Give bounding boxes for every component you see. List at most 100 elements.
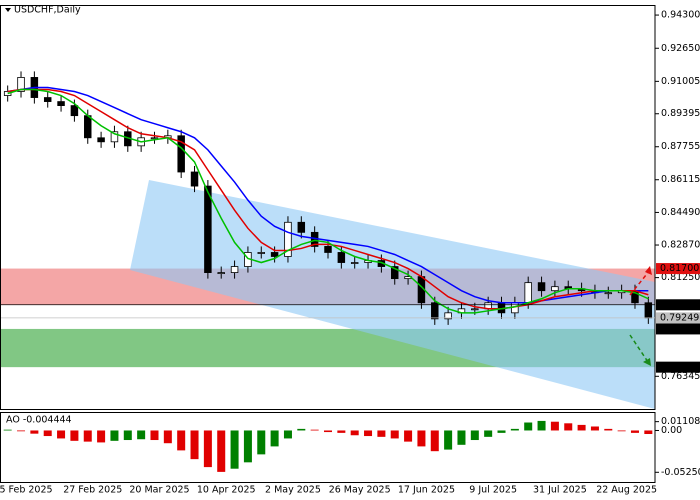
- ao-bar: [617, 430, 626, 432]
- ao-bar: [137, 430, 146, 440]
- ao-bar: [310, 429, 319, 431]
- y-tick-label: 0.94300: [661, 10, 700, 21]
- y-tick-label: 0.87755: [661, 141, 700, 152]
- candle-body: [390, 266, 399, 280]
- ao-label: AO -0.004444: [6, 415, 72, 426]
- y-tick-label: 0.92650: [661, 43, 700, 54]
- x-tick-label: 9 Jul 2025: [469, 485, 517, 496]
- y-tick-label: 0.82870: [661, 240, 700, 251]
- down-arrow-head: [643, 358, 651, 366]
- candle-body: [84, 115, 92, 139]
- y-tick-label: 0.86115: [661, 174, 700, 185]
- ao-bar: [470, 430, 479, 441]
- candle-body: [190, 171, 199, 187]
- candle-body: [57, 101, 65, 106]
- candle-body: [324, 246, 332, 253]
- candle-body: [524, 282, 532, 304]
- ao-bar: [350, 430, 359, 436]
- ao-bar: [497, 430, 506, 433]
- ao-bar: [243, 430, 252, 463]
- ao-bar: [257, 430, 266, 455]
- ao-bar: [404, 430, 413, 442]
- candle-body: [230, 266, 239, 273]
- ao-bar: [577, 424, 586, 431]
- candle-body: [471, 308, 479, 311]
- ao-bar: [444, 430, 453, 450]
- x-tick-label: 2 May 2025: [265, 485, 321, 496]
- ao-bar: [163, 430, 172, 444]
- ao-bar: [630, 430, 639, 433]
- ao-bar: [417, 430, 426, 447]
- level-box: [656, 323, 700, 335]
- x-tick-label: 31 Jul 2025: [533, 485, 587, 496]
- ao-tick-label: 0.011084: [661, 416, 700, 427]
- x-tick-label: 22 Aug 2025: [596, 485, 657, 496]
- candle-body: [284, 221, 292, 257]
- ao-bar: [283, 430, 292, 439]
- candle-body: [97, 137, 105, 143]
- ao-bar: [537, 420, 546, 431]
- trend-channel: [130, 180, 655, 409]
- ao-bar: [484, 430, 493, 437]
- ao-bar: [524, 422, 533, 431]
- level-label: 0.78700: [660, 323, 699, 334]
- main-frame: [0, 5, 656, 410]
- y-tick-label: 0.91005: [661, 76, 700, 87]
- candle-body: [444, 312, 452, 320]
- ao-bar: [70, 430, 79, 441]
- candle-body: [177, 135, 185, 173]
- up-arrow: [629, 269, 651, 296]
- ao-bar: [83, 430, 92, 442]
- ao-bar: [203, 430, 212, 468]
- ao-bar: [17, 430, 26, 432]
- candle-body: [217, 272, 225, 274]
- x-tick-label: 5 Feb 2025: [0, 485, 53, 496]
- ao-bar: [30, 430, 39, 434]
- plot: [3, 71, 653, 325]
- chart-title: USDCHF,Daily: [14, 5, 81, 16]
- level-label: 0.76800: [660, 362, 699, 373]
- moving-average: [7, 88, 649, 314]
- candle-body: [110, 131, 119, 143]
- y-tick-label: 0.76345: [661, 371, 700, 382]
- candle-body: [297, 221, 306, 233]
- y-tick-label: 0.84490: [661, 207, 700, 218]
- level-box: [656, 299, 700, 311]
- ao-bar: [3, 429, 12, 431]
- ao-bar: [390, 430, 399, 439]
- ao-bar: [337, 430, 346, 433]
- ao-bar: [604, 428, 613, 431]
- up-arrow-head: [645, 266, 652, 275]
- moving-average: [7, 88, 649, 310]
- last-price-box: [656, 312, 700, 324]
- ao-bar: [97, 430, 106, 443]
- candle-body: [551, 286, 559, 292]
- down-arrow: [629, 334, 649, 363]
- candle-body: [604, 292, 613, 295]
- candle-body: [337, 252, 346, 263]
- ao-bar: [550, 421, 559, 431]
- ao-bar: [323, 430, 333, 433]
- ao-bar: [43, 430, 52, 437]
- level-label: 0.79900: [660, 299, 699, 310]
- ao-bar: [177, 430, 186, 451]
- y-tick-label: 0.89395: [661, 108, 700, 119]
- ao-bar: [123, 430, 132, 441]
- y-tick-label: 0.81250: [661, 272, 700, 283]
- x-tick-label: 26 May 2025: [329, 485, 391, 496]
- candle-body: [257, 252, 266, 254]
- ao-bar: [150, 430, 159, 441]
- ao-bar: [217, 430, 226, 472]
- x-tick-label: 10 Apr 2025: [197, 485, 256, 496]
- ao-bar: [430, 430, 439, 452]
- ao-bar: [364, 430, 373, 437]
- candle-body: [17, 77, 25, 92]
- ao-bar: [564, 423, 573, 431]
- level-label: 0.81700: [660, 263, 699, 274]
- ao-bar: [57, 430, 66, 439]
- ao-bar: [270, 430, 279, 447]
- candle-body: [431, 302, 439, 320]
- x-tick-label: 27 Feb 2025: [63, 485, 122, 496]
